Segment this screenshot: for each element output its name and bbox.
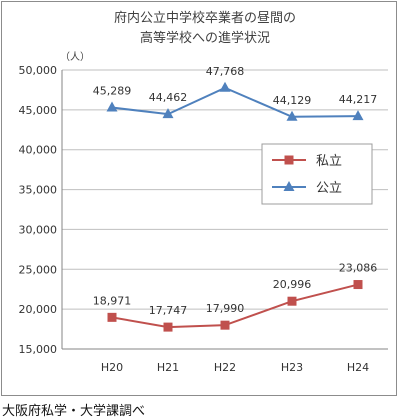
data-label: 17,747 — [149, 304, 188, 317]
data-label: 45,289 — [93, 85, 132, 98]
x-tick-label: H24 — [347, 361, 369, 374]
source-note: 大阪府私学・大学課調べ — [2, 404, 146, 419]
data-point-private — [163, 322, 173, 332]
data-label: 23,086 — [339, 262, 378, 275]
legend-marker-triangle — [283, 181, 295, 191]
tick-labels: 15,000 20,000 25,000 30,000 35,000 40,000 45,0… — [19, 64, 370, 374]
data-label: 18,971 — [93, 294, 132, 307]
y-tick-label: 45,000 — [19, 104, 58, 117]
y-tick-label: 30,000 — [19, 223, 58, 236]
y-tick-label: 35,000 — [19, 184, 58, 197]
y-unit-label: （人） — [60, 51, 90, 63]
data-label: 17,990 — [206, 302, 245, 315]
y-tick-label: 15,000 — [19, 343, 58, 356]
data-label: 44,462 — [149, 91, 188, 104]
data-point-public — [286, 110, 298, 121]
data-label: 44,217 — [339, 93, 378, 106]
legend-label: 公立 — [316, 181, 342, 196]
line-chart: 府内公立中学校卒業者の昼間の 高等学校への進学状況 （人） 15,000 20,0… — [19, 10, 388, 374]
y-tick-label: 25,000 — [19, 263, 58, 276]
x-tick-label: H23 — [281, 361, 303, 374]
chart-title-line-1: 府内公立中学校卒業者の昼間の — [114, 10, 296, 26]
x-tick-label: H21 — [157, 361, 179, 374]
chart-title-line-2: 高等学校への進学状況 — [140, 30, 270, 46]
y-tick-label: 50,000 — [19, 64, 58, 77]
legend-label: 私立 — [316, 154, 342, 169]
data-label: 47,768 — [206, 65, 245, 78]
y-tick-label: 40,000 — [19, 144, 58, 157]
series-group: 18,971 17,747 17,990 20,996 23,086 45,289 44,4… — [93, 65, 378, 332]
data-point-public — [162, 108, 174, 119]
x-tick-label: H20 — [101, 361, 123, 374]
data-label: 20,996 — [273, 278, 312, 291]
data-point-private — [287, 296, 297, 306]
y-tick-label: 20,000 — [19, 303, 58, 316]
legend-box — [261, 143, 373, 205]
data-point-private — [220, 320, 230, 330]
data-point-private — [353, 280, 363, 290]
legend-marker-square — [284, 155, 294, 165]
data-point-public — [219, 81, 231, 92]
x-tick-label: H22 — [214, 361, 236, 374]
data-label: 44,129 — [273, 94, 312, 107]
data-point-private — [107, 312, 117, 322]
data-point-public — [106, 101, 118, 112]
data-point-public — [352, 110, 364, 121]
axes — [61, 70, 388, 350]
